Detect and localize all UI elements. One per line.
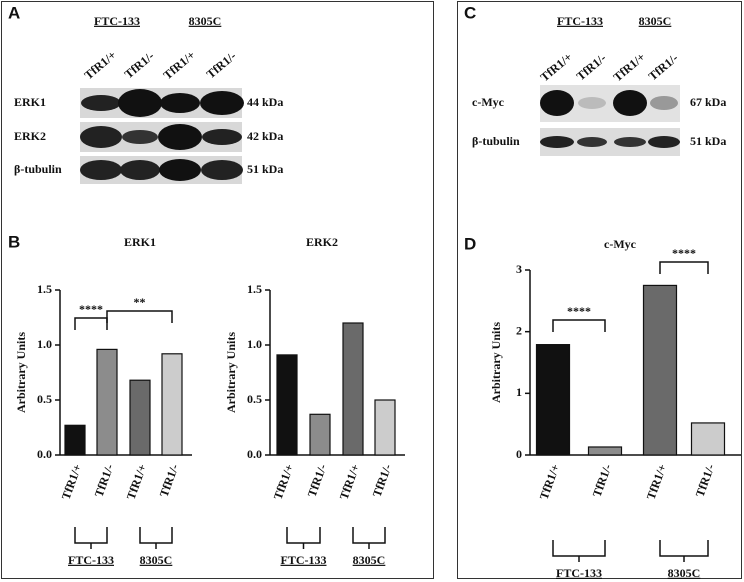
size-label: 67 kDa [690, 95, 726, 109]
bar [276, 354, 298, 456]
bar [642, 284, 678, 456]
x-tick-label: TfR1/- [370, 462, 395, 499]
bar [129, 379, 151, 456]
x-tick-label: TfR1/+ [537, 462, 563, 502]
group-bracket [659, 540, 709, 562]
group-label: FTC-133 [556, 566, 602, 580]
significance-label: ** [134, 295, 146, 309]
bar [96, 348, 118, 456]
lane-label: TfR1/- [204, 49, 239, 82]
panel-label: C [464, 3, 476, 22]
lane-label: TfR1/- [122, 49, 157, 82]
panel-frame [1, 1, 434, 579]
x-tick-label: TfR1/- [305, 462, 330, 499]
lane-label: TfR1/+ [611, 50, 648, 85]
bar [161, 353, 183, 456]
group-label: FTC-133 [68, 553, 114, 567]
group-bracket [286, 527, 321, 549]
group-bracket [552, 540, 606, 562]
y-tick-label: 0 [516, 447, 522, 461]
y-tick-label: 1.5 [247, 282, 262, 296]
y-tick-label: 1.5 [37, 282, 52, 296]
lane-label: TfR1/+ [82, 48, 119, 83]
lane-label: TfR1/- [646, 51, 681, 84]
bar [374, 399, 396, 456]
group-label: FTC-133 [281, 553, 327, 567]
panel-label: A [8, 3, 20, 22]
chart-title: ERK1 [124, 235, 156, 249]
x-tick-label: TfR1/+ [644, 462, 670, 502]
row-label: ERK1 [14, 95, 46, 109]
panel-frame [457, 1, 742, 579]
lane-label: TfR1/- [574, 51, 609, 84]
y-tick-label: 2 [516, 323, 522, 337]
y-tick-label: 1 [516, 385, 522, 399]
blot [540, 85, 680, 156]
group-bracket [139, 527, 173, 549]
group-bracket [74, 527, 108, 549]
row-label: β-tubulin [14, 162, 62, 176]
significance-bracket [659, 261, 709, 274]
row-label: ERK2 [14, 129, 46, 143]
y-tick-label: 0.5 [247, 392, 262, 406]
significance-bracket [106, 310, 173, 323]
significance-bracket [552, 319, 606, 332]
size-label: 51 kDa [690, 134, 726, 148]
significance-label: **** [567, 304, 591, 318]
y-tick-label: 1.0 [247, 337, 262, 351]
bar [64, 424, 86, 456]
group-label: FTC-133 [94, 14, 140, 28]
group-label: 8305C [639, 14, 672, 28]
y-tick-label: 0.0 [247, 447, 262, 461]
bar [342, 322, 364, 456]
x-tick-label: TfR1/- [92, 462, 117, 499]
x-tick-label: TfR1/- [590, 462, 615, 499]
bar [690, 422, 726, 456]
x-tick-label: TfR1/- [693, 462, 718, 499]
significance-label: **** [672, 246, 696, 260]
panel-label: B [8, 232, 20, 251]
y-axis-label: Arbitrary Units [489, 322, 503, 403]
y-tick-label: 0.0 [37, 447, 52, 461]
y-tick-label: 1.0 [37, 337, 52, 351]
group-label: FTC-133 [557, 14, 603, 28]
significance-bracket [74, 317, 108, 330]
bar [535, 344, 571, 456]
size-label: 42 kDa [247, 129, 283, 143]
bar [309, 413, 331, 456]
lane-label: TfR1/+ [161, 48, 198, 83]
y-axis-label: Arbitrary Units [14, 332, 28, 413]
row-label: c-Myc [472, 95, 505, 109]
x-tick-label: TfR1/+ [59, 462, 85, 502]
y-tick-label: 3 [516, 262, 522, 276]
x-tick-label: TfR1/+ [124, 462, 150, 502]
y-tick-label: 0.5 [37, 392, 52, 406]
size-label: 51 kDa [247, 162, 283, 176]
group-label: 8305C [353, 553, 386, 567]
size-label: 44 kDa [247, 95, 283, 109]
lane-label: TfR1/+ [538, 50, 575, 85]
row-label: β-tubulin [472, 134, 520, 148]
group-label: 8305C [140, 553, 173, 567]
group-label: 8305C [189, 14, 222, 28]
x-tick-label: TfR1/+ [271, 462, 297, 502]
x-tick-label: TfR1/+ [337, 462, 363, 502]
panel-label: D [464, 234, 476, 253]
significance-label: **** [79, 302, 103, 316]
x-tick-label: TfR1/- [157, 462, 182, 499]
group-bracket [352, 527, 386, 549]
chart-title: c-Myc [604, 237, 637, 251]
group-label: 8305C [668, 566, 701, 580]
y-axis-label: Arbitrary Units [224, 332, 238, 413]
blot [80, 88, 244, 184]
bar [587, 446, 623, 456]
chart-title: ERK2 [306, 235, 338, 249]
